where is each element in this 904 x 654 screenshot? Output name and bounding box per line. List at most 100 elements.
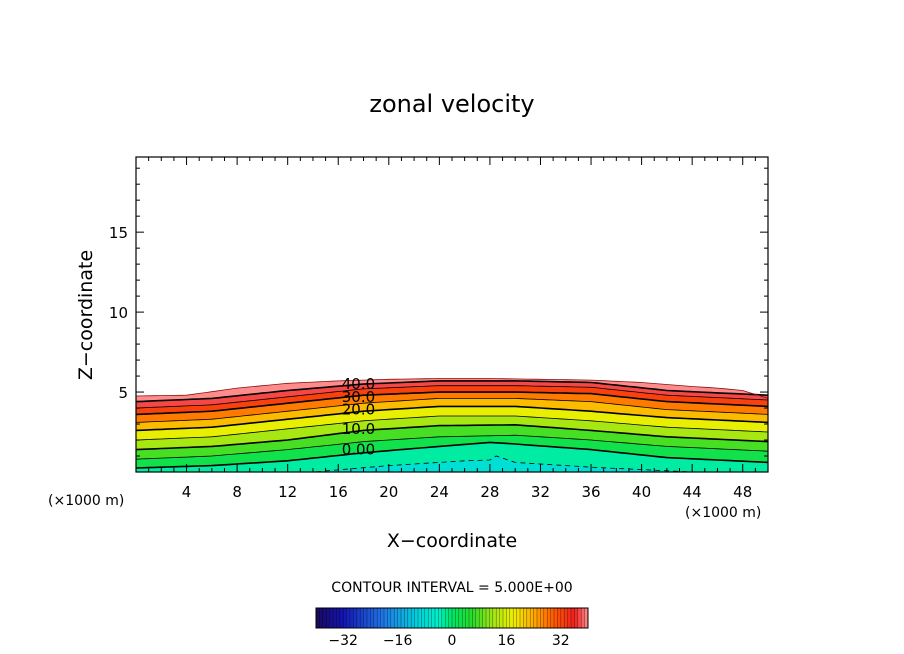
colorbar-swatch bbox=[377, 608, 381, 628]
colorbar-swatch bbox=[384, 608, 388, 628]
domain-top-line bbox=[135, 378, 769, 399]
colorbar-swatch bbox=[333, 608, 337, 628]
colorbar-swatch bbox=[584, 608, 589, 628]
contour-line-10 bbox=[135, 423, 769, 451]
colorbar-swatch bbox=[577, 608, 582, 628]
colorbar-tick-label: 32 bbox=[552, 633, 570, 649]
colorbar-swatch bbox=[479, 608, 483, 628]
colorbar-swatch bbox=[455, 608, 460, 628]
colorbar-swatch bbox=[445, 608, 449, 628]
colorbar-swatch bbox=[452, 608, 456, 628]
colorbar-swatch bbox=[343, 608, 347, 628]
x-tick-label: 16 bbox=[329, 483, 348, 501]
colorbar-swatch bbox=[329, 608, 334, 628]
colorbar-swatch bbox=[509, 608, 514, 628]
colorbar-swatch bbox=[421, 608, 426, 628]
x-tick-label: 32 bbox=[531, 483, 550, 501]
colorbar-swatch bbox=[370, 608, 375, 628]
contour-line-0 bbox=[135, 441, 769, 469]
colorbar-tick-label: −16 bbox=[383, 633, 413, 649]
colorbar-swatch bbox=[411, 608, 415, 628]
x-tick-label: 4 bbox=[182, 483, 192, 501]
contour-labels: 40.030.020.010.0 0.00 bbox=[342, 375, 375, 459]
colorbar-swatch bbox=[564, 608, 568, 628]
x-axis-ticks: 4 8 12 16 20 24 28 32 36 40 44 48 bbox=[148, 157, 756, 501]
contour-line-35 bbox=[135, 385, 769, 409]
colorbar-swatch bbox=[574, 608, 579, 628]
colorbar-swatch bbox=[380, 608, 385, 628]
colorbar-swatch bbox=[506, 608, 511, 628]
colorbar-swatch bbox=[360, 608, 364, 628]
colorbar: −32 −16 0 16 32 bbox=[315, 607, 589, 649]
y-axis-ticks: 5 10 15 bbox=[109, 167, 768, 457]
contour-interval-text: CONTOUR INTERVAL = 5.000E+00 bbox=[331, 580, 572, 596]
colorbar-swatch bbox=[465, 608, 470, 628]
colorbar-swatch bbox=[557, 608, 562, 628]
colorbar-swatch bbox=[441, 608, 446, 628]
x-tick-label: 48 bbox=[733, 483, 752, 501]
colorbar-tick-label: 16 bbox=[497, 633, 515, 649]
colorbar-swatch bbox=[448, 608, 453, 628]
colorbar-swatch bbox=[435, 608, 439, 628]
colorbar-swatch bbox=[571, 608, 575, 628]
colorbar-swatch bbox=[438, 608, 443, 628]
colorbar-swatch bbox=[496, 608, 500, 628]
colorbar-swatch bbox=[322, 608, 327, 628]
colorbar-swatch bbox=[469, 608, 473, 628]
colorbar-swatch bbox=[397, 608, 402, 628]
colorbar-swatch bbox=[316, 608, 320, 628]
colorbar-swatch bbox=[431, 608, 436, 628]
x-tick-label: 12 bbox=[278, 483, 297, 501]
colorbar-swatch bbox=[336, 608, 341, 628]
colorbar-swatch bbox=[520, 608, 524, 628]
x-tick-label: 40 bbox=[632, 483, 651, 501]
colorbar-swatch bbox=[492, 608, 497, 628]
x-tick-label: 44 bbox=[683, 483, 702, 501]
colorbar-swatch bbox=[530, 608, 534, 628]
y-tick-label: 10 bbox=[109, 304, 128, 322]
y-tick-label: 15 bbox=[109, 224, 128, 242]
colorbar-swatch bbox=[350, 608, 354, 628]
colorbar-swatch bbox=[526, 608, 531, 628]
x-tick-label: 8 bbox=[232, 483, 242, 501]
colorbar-swatch bbox=[567, 608, 572, 628]
colorbar-swatch bbox=[486, 608, 490, 628]
colorbar-swatch bbox=[339, 608, 344, 628]
colorbar-swatch bbox=[503, 608, 507, 628]
y-axis-label: Z−coordinate bbox=[75, 250, 97, 380]
contour-label: 20.0 bbox=[342, 401, 375, 419]
colorbar-swatch bbox=[394, 608, 398, 628]
colorbar-swatch bbox=[346, 608, 351, 628]
contour-line--5 bbox=[136, 455, 768, 473]
x-tick-label: 20 bbox=[379, 483, 398, 501]
colorbar-frame bbox=[315, 607, 589, 629]
colorbar-swatch bbox=[482, 608, 487, 628]
colorbar-swatch bbox=[356, 608, 361, 628]
colorbar-swatch bbox=[475, 608, 480, 628]
colorbar-swatch bbox=[472, 608, 477, 628]
colorbar-swatch bbox=[554, 608, 558, 628]
colorbar-swatch bbox=[513, 608, 517, 628]
colorbar-swatch bbox=[319, 608, 324, 628]
contour-label: 40.0 bbox=[342, 375, 375, 393]
colorbar-swatch bbox=[390, 608, 395, 628]
chart-title: zonal velocity bbox=[369, 90, 534, 118]
colorbar-swatch bbox=[401, 608, 405, 628]
band-0 bbox=[136, 442, 768, 472]
colorbar-swatch bbox=[581, 608, 585, 628]
x-unit-left: (×1000 m) bbox=[48, 493, 124, 509]
colorbar-swatch bbox=[407, 608, 412, 628]
contour-line-15 bbox=[135, 415, 769, 441]
colorbar-swatch bbox=[560, 608, 565, 628]
colorbar-swatch bbox=[489, 608, 494, 628]
x-unit-right: (×1000 m) bbox=[685, 505, 761, 521]
contour-line-40 bbox=[135, 380, 769, 403]
contour-line-5 bbox=[135, 434, 769, 460]
colorbar-swatch bbox=[462, 608, 466, 628]
colorbar-swatch bbox=[543, 608, 548, 628]
colorbar-swatch bbox=[353, 608, 358, 628]
colorbar-swatch bbox=[499, 608, 504, 628]
colorbar-swatch bbox=[387, 608, 392, 628]
colorbar-swatch bbox=[428, 608, 432, 628]
